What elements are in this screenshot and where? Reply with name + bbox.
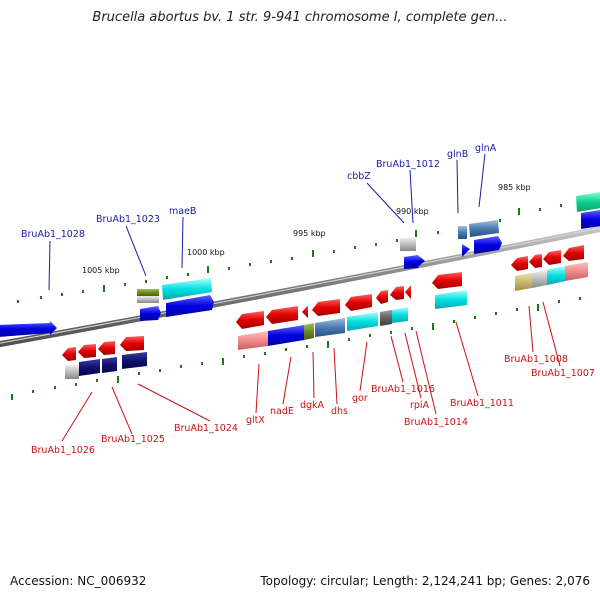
topology-text: Topology: circular; Length: 2,124,241 bp… <box>260 574 590 588</box>
gene-label[interactable]: dhs <box>331 406 348 417</box>
tick-label: 995 kbp <box>293 229 326 238</box>
gene-arrow[interactable] <box>462 244 470 257</box>
gene-arrow[interactable] <box>0 321 57 337</box>
gene-arrow[interactable] <box>511 256 528 271</box>
gene-block[interactable] <box>380 310 392 326</box>
gene-block[interactable] <box>458 226 467 239</box>
map-title: Brucella abortus bv. 1 str. 9-941 chromo… <box>92 10 508 25</box>
gene-arrow[interactable] <box>432 272 462 289</box>
gene-label[interactable]: gor <box>352 393 368 404</box>
gene-block[interactable] <box>400 238 416 251</box>
gene-label[interactable]: gltX <box>246 415 265 426</box>
gene-block[interactable] <box>565 262 588 281</box>
gene-arrow[interactable] <box>390 286 404 300</box>
gene-arrow[interactable] <box>78 344 96 358</box>
gene-block[interactable] <box>137 289 159 296</box>
gene-block[interactable] <box>547 266 566 285</box>
gene-arrow[interactable] <box>312 299 340 316</box>
gene-arrow[interactable] <box>166 295 214 317</box>
gene-arrow[interactable] <box>236 311 264 329</box>
gene-label[interactable]: BruAb1_1011 <box>450 398 514 409</box>
gene-label[interactable]: BruAb1_1016 <box>371 384 435 395</box>
gene-block[interactable] <box>102 357 117 373</box>
gene-label[interactable]: BruAb1_1025 <box>101 434 165 445</box>
gene-arrow[interactable] <box>120 336 144 351</box>
gene-arrow[interactable] <box>563 245 584 261</box>
gene-label[interactable]: BruAb1_1012 <box>376 159 440 170</box>
gene-arrow[interactable] <box>405 285 411 299</box>
gene-block[interactable] <box>268 325 304 346</box>
gene-label[interactable]: BruAb1_1028 <box>21 229 85 240</box>
gene-block[interactable] <box>304 323 314 340</box>
gene-arrow[interactable] <box>140 306 161 321</box>
gene-block[interactable] <box>576 192 600 212</box>
accession-text: Accession: NC_006932 <box>10 574 147 588</box>
gene-block[interactable] <box>162 278 212 300</box>
gene-arrow[interactable] <box>266 306 298 324</box>
gene-label[interactable]: BruAb1_1007 <box>531 368 595 379</box>
features-reverse <box>62 245 588 379</box>
gene-block[interactable] <box>315 318 345 337</box>
gene-arrow[interactable] <box>474 236 502 254</box>
gene-arrow[interactable] <box>62 347 76 361</box>
chromosome-backbone <box>0 225 600 348</box>
scale-ticks-bottom <box>11 297 581 400</box>
tick-label: 1005 kbp <box>82 266 120 275</box>
gene-label[interactable]: cbbZ <box>347 171 371 182</box>
gene-arrow[interactable] <box>98 341 115 355</box>
tick-label: 1000 kbp <box>187 248 225 257</box>
gene-label[interactable]: rpiA <box>410 400 430 411</box>
gene-label[interactable]: BruAb1_1024 <box>174 423 238 434</box>
gene-arrow[interactable] <box>529 254 542 268</box>
gene-label[interactable]: BruAb1_1014 <box>404 417 468 428</box>
gene-block[interactable] <box>122 352 147 369</box>
gene-label[interactable]: BruAb1_1008 <box>504 354 568 365</box>
gene-label[interactable]: glnA <box>475 143 497 154</box>
gene-label[interactable]: dgkA <box>300 400 325 411</box>
gene-arrow[interactable] <box>543 250 561 265</box>
gene-label[interactable]: glnB <box>447 149 468 160</box>
gene-block[interactable] <box>392 307 408 323</box>
leader-lines-top <box>48 153 486 291</box>
leader-lines-bottom <box>61 301 561 442</box>
gene-block[interactable] <box>532 270 547 288</box>
gene-block[interactable] <box>469 220 499 237</box>
gene-block[interactable] <box>347 312 378 331</box>
gene-label[interactable]: BruAb1_1023 <box>96 214 160 225</box>
gene-arrow[interactable] <box>345 294 372 311</box>
gene-block[interactable] <box>65 365 79 379</box>
gene-label[interactable]: nadE <box>270 406 294 417</box>
gene-label[interactable]: maeB <box>169 206 196 217</box>
gene-block[interactable] <box>515 273 532 291</box>
gene-label[interactable]: BruAb1_1026 <box>31 445 95 456</box>
gene-block[interactable] <box>435 290 467 309</box>
gene-arrow[interactable] <box>419 256 425 266</box>
gene-block[interactable] <box>238 331 268 350</box>
gene-block[interactable] <box>79 359 100 376</box>
features-forward <box>0 192 600 337</box>
gene-arrow[interactable] <box>302 305 308 318</box>
tick-label: 985 kbp <box>498 183 531 192</box>
gene-arrow[interactable] <box>581 210 600 229</box>
gene-block[interactable] <box>137 296 159 303</box>
gene-arrow[interactable] <box>376 290 388 304</box>
gene-arrow[interactable] <box>404 255 421 269</box>
